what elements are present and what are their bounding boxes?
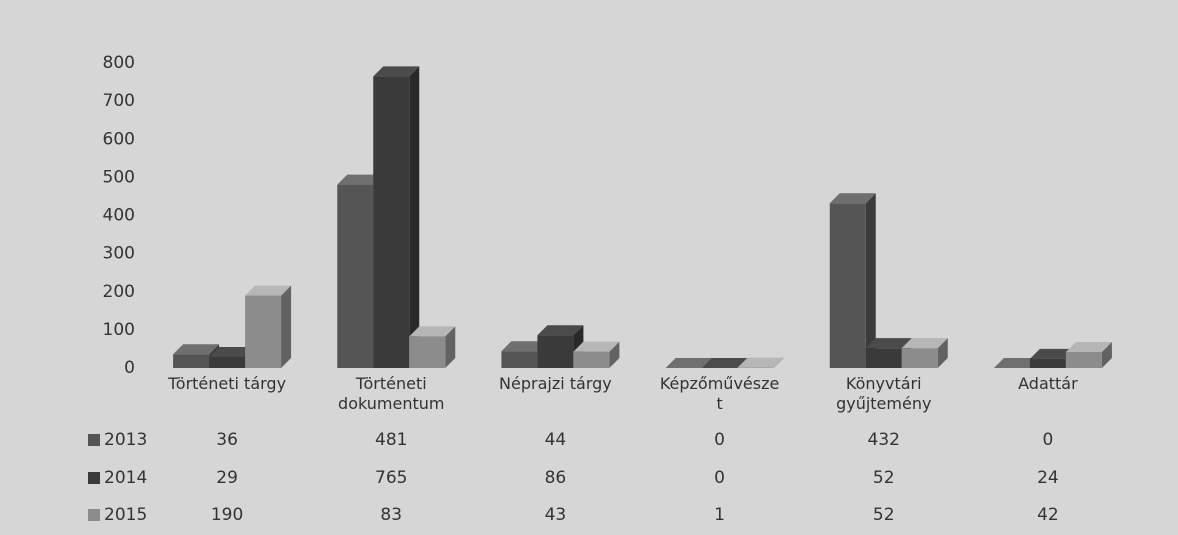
bar-top bbox=[829, 193, 876, 204]
bar-top bbox=[1029, 348, 1076, 359]
bar-top bbox=[737, 357, 784, 368]
x-tick-label: Néprajzi tárgy bbox=[499, 374, 612, 393]
bar-side bbox=[865, 193, 876, 368]
table-value: 29 bbox=[216, 468, 238, 488]
bar bbox=[537, 335, 574, 368]
bar bbox=[865, 348, 902, 368]
x-tick-label: Képzőművészet bbox=[659, 374, 780, 413]
legend-key bbox=[88, 509, 100, 521]
bar bbox=[829, 203, 866, 368]
bar bbox=[337, 184, 374, 368]
y-tick-label: 600 bbox=[103, 129, 135, 149]
y-tick-label: 700 bbox=[103, 91, 135, 111]
bar-top bbox=[701, 358, 748, 368]
bar-side bbox=[445, 326, 456, 368]
table-value: 43 bbox=[545, 505, 567, 525]
table-value: 432 bbox=[868, 430, 900, 450]
bar-top bbox=[537, 325, 584, 336]
bar-top bbox=[573, 341, 620, 352]
table-value: 44 bbox=[545, 430, 567, 450]
table-value: 0 bbox=[1043, 430, 1054, 450]
bar-top bbox=[245, 285, 292, 296]
bar-top bbox=[409, 326, 456, 337]
bar bbox=[501, 351, 538, 368]
x-tick-label: Könyvtári gyűjtemény bbox=[836, 374, 932, 413]
bar bbox=[373, 76, 410, 368]
table-value: 86 bbox=[545, 468, 567, 488]
bar-side bbox=[773, 357, 784, 368]
table-value: 83 bbox=[380, 505, 402, 525]
x-tick-label: Történeti tárgy bbox=[168, 374, 287, 393]
bar-top bbox=[901, 338, 948, 349]
y-tick-label: 300 bbox=[103, 244, 135, 264]
bar-top bbox=[1065, 341, 1112, 352]
table-value: 0 bbox=[714, 430, 725, 450]
bar-top bbox=[501, 341, 548, 352]
x-tick-label: Adattár bbox=[1018, 374, 1078, 393]
bar-top bbox=[373, 66, 420, 77]
bar bbox=[245, 295, 282, 368]
bar bbox=[1065, 351, 1102, 368]
bar-side bbox=[1101, 341, 1112, 368]
bar-top bbox=[665, 358, 712, 368]
legend-label: 2013 bbox=[104, 430, 147, 450]
bar-side bbox=[281, 285, 292, 368]
legend-label: 2014 bbox=[104, 468, 147, 488]
bar-side bbox=[937, 338, 948, 368]
bar-top bbox=[337, 174, 384, 185]
y-tick-label: 400 bbox=[103, 206, 135, 226]
bar bbox=[901, 348, 938, 368]
bar bbox=[573, 351, 610, 368]
table-value: 190 bbox=[211, 505, 243, 525]
table-value: 765 bbox=[375, 468, 407, 488]
table-value: 24 bbox=[1037, 468, 1059, 488]
legend-key bbox=[88, 472, 100, 484]
bar-top bbox=[865, 338, 912, 349]
bar-top bbox=[209, 346, 256, 357]
bar bbox=[173, 354, 210, 368]
bar bbox=[1029, 358, 1066, 368]
y-tick-label: 800 bbox=[103, 53, 135, 73]
table-value: 481 bbox=[375, 430, 407, 450]
bar bbox=[409, 336, 446, 368]
table-value: 1 bbox=[714, 505, 725, 525]
bar-side bbox=[409, 66, 420, 368]
table-value: 52 bbox=[873, 505, 895, 525]
bar-top bbox=[173, 344, 220, 355]
legend-key bbox=[88, 434, 100, 446]
y-tick-label: 200 bbox=[103, 282, 135, 302]
bar bbox=[209, 356, 246, 368]
legend-label: 2015 bbox=[104, 505, 147, 525]
y-tick-label: 500 bbox=[103, 167, 135, 187]
table-value: 42 bbox=[1037, 505, 1059, 525]
bar-top bbox=[993, 358, 1040, 368]
y-tick-label: 100 bbox=[103, 320, 135, 340]
table-value: 36 bbox=[216, 430, 238, 450]
y-tick-label: 0 bbox=[124, 358, 135, 378]
table-value: 52 bbox=[873, 468, 895, 488]
table-value: 0 bbox=[714, 468, 725, 488]
x-tick-label: Történeti dokumentum bbox=[338, 374, 445, 413]
bar-side bbox=[609, 341, 620, 368]
